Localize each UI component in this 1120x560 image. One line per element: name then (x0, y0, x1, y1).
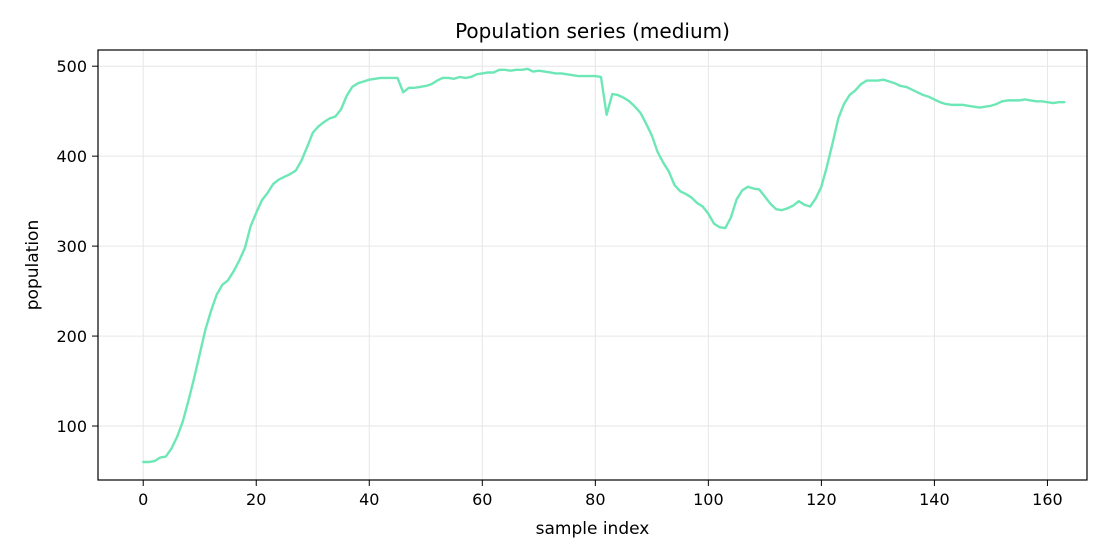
x-tick-label: 100 (693, 490, 724, 509)
x-tick-label: 0 (138, 490, 148, 509)
x-tick-label: 40 (359, 490, 379, 509)
ticks: 0 20 40 60 80 100 120 140 160 100 200 300 400 500 (56, 57, 1062, 509)
x-tick-label: 140 (919, 490, 950, 509)
y-tick-label: 400 (56, 147, 87, 166)
x-axis-label: sample index (536, 519, 650, 539)
series-line (142, 67, 1066, 464)
x-tick-label: 60 (472, 490, 492, 509)
y-tick-label: 300 (56, 237, 87, 256)
grid (98, 50, 1087, 480)
x-tick-label: 80 (585, 490, 605, 509)
chart-title: Population series (medium) (455, 19, 730, 43)
y-tick-label: 100 (56, 417, 87, 436)
x-tick-label: 120 (806, 490, 837, 509)
x-tick-label: 160 (1032, 490, 1063, 509)
plot-frame (97, 49, 1088, 481)
y-tick-label: 500 (56, 57, 87, 76)
series-layer (142, 67, 1066, 464)
y-axis-label: population (23, 220, 43, 310)
y-tick-label: 200 (56, 327, 87, 346)
x-tick-label: 20 (246, 490, 266, 509)
